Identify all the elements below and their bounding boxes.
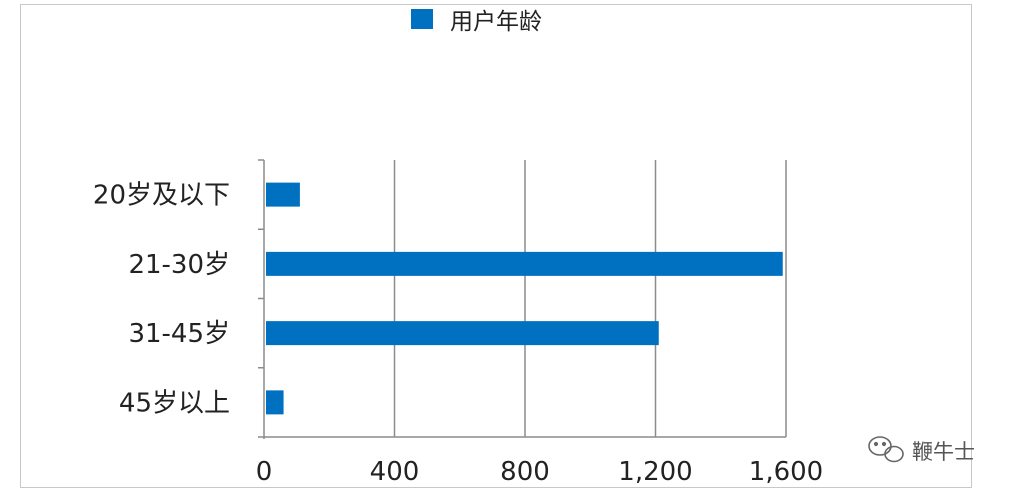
wechat-icon [868, 436, 904, 463]
axes [258, 159, 786, 439]
category-label: 45岁以上 [119, 388, 230, 418]
watermark-text: 鞭牛士 [912, 440, 975, 464]
category-label: 21-30岁 [128, 250, 230, 280]
bar [266, 321, 659, 346]
x-tick-label: 400 [370, 457, 420, 487]
x-tick-label: 1,600 [749, 457, 823, 487]
chart-frame [20, 4, 972, 488]
x-tick-label: 800 [500, 457, 550, 487]
category-labels: 20岁及以下 21-30岁 31-45岁 45岁以上 [93, 181, 230, 419]
bar [266, 390, 284, 415]
legend: 用户年龄 [411, 9, 542, 35]
legend-label: 用户年龄 [450, 9, 542, 35]
x-tick-labels: 0 400 800 1,200 1,600 [256, 457, 823, 487]
x-tick-label: 1,200 [618, 457, 692, 487]
bar [266, 251, 783, 276]
category-label: 20岁及以下 [93, 181, 230, 211]
x-tick-label: 0 [256, 457, 273, 487]
legend-swatch [411, 9, 433, 29]
gridlines [393, 160, 787, 437]
watermark: 鞭牛士 [868, 436, 975, 464]
category-label: 31-45岁 [128, 319, 230, 349]
bars [266, 182, 783, 415]
bar [266, 182, 300, 207]
